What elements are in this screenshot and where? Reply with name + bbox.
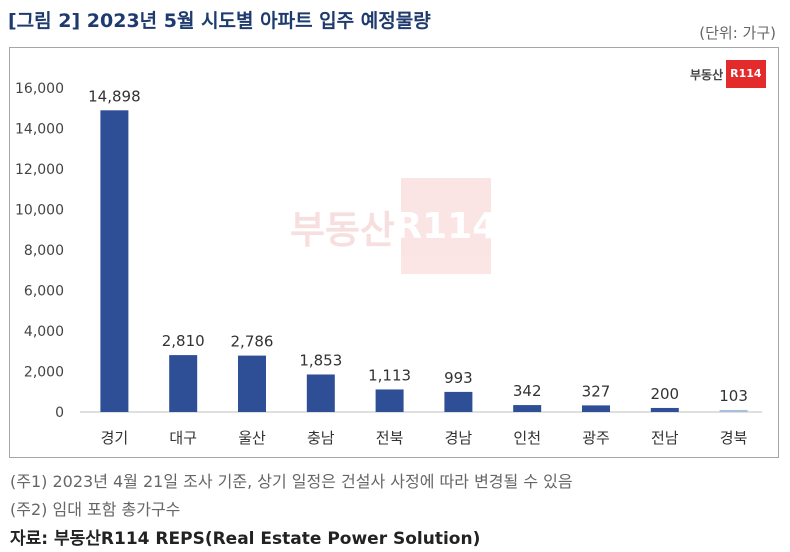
footnote-2: (주2) 임대 포함 총가구수 — [10, 500, 181, 519]
data-label: 103 — [719, 387, 748, 405]
bar — [100, 110, 129, 413]
bar — [513, 405, 542, 412]
x-tick-label: 대구 — [169, 429, 197, 447]
bar-chart: 0 2,000 4,000 6,000 8,000 10,000 12,000 14,000 1… — [15, 81, 762, 447]
chart-title: [그림 2] 2023년 5월 시도별 아파트 입주 예정물량 — [8, 10, 431, 32]
y-tick-label: 16,000 — [15, 81, 64, 97]
bar — [306, 374, 335, 412]
bar — [650, 407, 679, 412]
data-label: 2,810 — [162, 332, 205, 350]
y-tick-label: 0 — [55, 405, 64, 421]
footnote-1: (주1) 2023년 4월 21일 조사 기준, 상기 일정은 건설사 사정에 … — [10, 472, 573, 491]
y-tick-label: 2,000 — [24, 365, 64, 381]
data-label: 342 — [513, 382, 542, 400]
x-tick-label: 경북 — [720, 429, 748, 447]
y-tick-label: 8,000 — [24, 243, 64, 259]
x-tick-label: 전남 — [651, 429, 679, 447]
data-label: 200 — [650, 385, 679, 403]
data-label: 14,898 — [88, 87, 141, 105]
bar — [169, 355, 198, 412]
data-label: 1,853 — [299, 351, 342, 369]
unit-label: (단위: 가구) — [699, 24, 776, 42]
bar — [719, 409, 748, 412]
x-tick-label: 울산 — [238, 429, 266, 447]
data-label: 993 — [444, 369, 473, 387]
bar — [375, 389, 404, 412]
y-tick-label: 10,000 — [15, 203, 64, 219]
bar — [444, 391, 473, 412]
y-tick-label: 12,000 — [15, 162, 64, 178]
x-tick-label: 인천 — [513, 429, 541, 447]
data-label: 327 — [582, 382, 611, 400]
logo-badge: R114 — [726, 60, 766, 88]
logo-text: 부동산 — [690, 67, 724, 82]
data-label: 2,786 — [231, 333, 274, 351]
source-text: 자료: 부동산R114 REPS(Real Estate Power Solut… — [10, 529, 481, 549]
y-tick-label: 4,000 — [24, 324, 64, 340]
brand-logo: 부동산 R114 — [690, 60, 766, 88]
y-tick-label: 14,000 — [15, 122, 64, 138]
x-tick-label: 충남 — [307, 429, 335, 447]
x-tick-label: 경남 — [445, 429, 473, 447]
data-label: 1,113 — [368, 366, 411, 384]
y-tick-label: 6,000 — [24, 284, 64, 300]
x-tick-label: 경기 — [101, 429, 129, 447]
bar — [238, 355, 266, 412]
x-tick-label: 전북 — [376, 429, 404, 447]
bar — [582, 405, 610, 412]
x-tick-label: 광주 — [582, 429, 610, 447]
